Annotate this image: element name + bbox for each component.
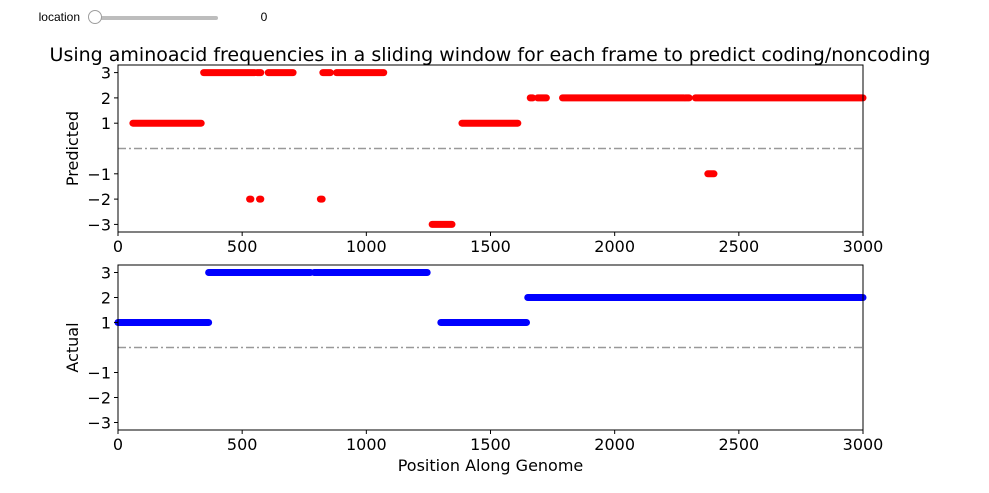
y-tick-label: 1 xyxy=(101,114,111,133)
y-tick-label: 3 xyxy=(101,64,111,83)
y-tick-label: −2 xyxy=(87,389,111,408)
y-tick-label: −1 xyxy=(87,165,111,184)
x-tick-label: 1000 xyxy=(346,237,387,256)
x-tick-label: 0 xyxy=(113,435,123,454)
y-tick-label: −1 xyxy=(87,364,111,383)
y-axis-label: Actual xyxy=(63,322,82,372)
x-tick-label: 1500 xyxy=(470,237,511,256)
figure: Using aminoacid frequencies in a sliding… xyxy=(50,44,931,476)
x-tick-label: 2500 xyxy=(718,435,759,454)
x-tick-label: 0 xyxy=(113,237,123,256)
y-tick-label: 1 xyxy=(101,314,111,333)
x-tick-label: 2000 xyxy=(594,435,635,454)
x-tick-label: 3000 xyxy=(843,237,884,256)
y-tick-label: 2 xyxy=(101,289,111,308)
x-tick-label: 3000 xyxy=(843,435,884,454)
y-tick-label: 3 xyxy=(101,264,111,283)
x-tick-label: 2500 xyxy=(718,237,759,256)
location-slider-widget: location 0 xyxy=(0,0,989,36)
chart-title: Using aminoacid frequencies in a sliding… xyxy=(50,44,931,66)
y-tick-label: 2 xyxy=(101,89,111,108)
actual-axes: 0 500 1000 1500 2000 2500 3000 3 2 1 −1 −2 −3 Actual P… xyxy=(63,264,883,476)
x-tick-label: 1000 xyxy=(346,435,387,454)
slider-track[interactable] xyxy=(94,16,218,20)
slider-value: 0 xyxy=(260,10,268,24)
y-axis-label: Predicted xyxy=(63,111,82,186)
slider-label: location xyxy=(38,10,80,24)
x-tick-label: 2000 xyxy=(594,237,635,256)
x-tick-label: 1500 xyxy=(470,435,511,454)
x-axis-label: Position Along Genome xyxy=(398,456,584,475)
y-tick-label: −3 xyxy=(87,215,111,234)
predicted-axes: 0 500 1000 1500 2000 2500 3000 3 2 1 −1 −2 −3 Predict… xyxy=(63,64,883,256)
y-tick-label: −3 xyxy=(87,414,111,433)
x-tick-label: 500 xyxy=(227,237,258,256)
slider-handle[interactable] xyxy=(88,10,102,24)
x-tick-label: 500 xyxy=(227,435,258,454)
y-tick-label: −2 xyxy=(87,190,111,209)
